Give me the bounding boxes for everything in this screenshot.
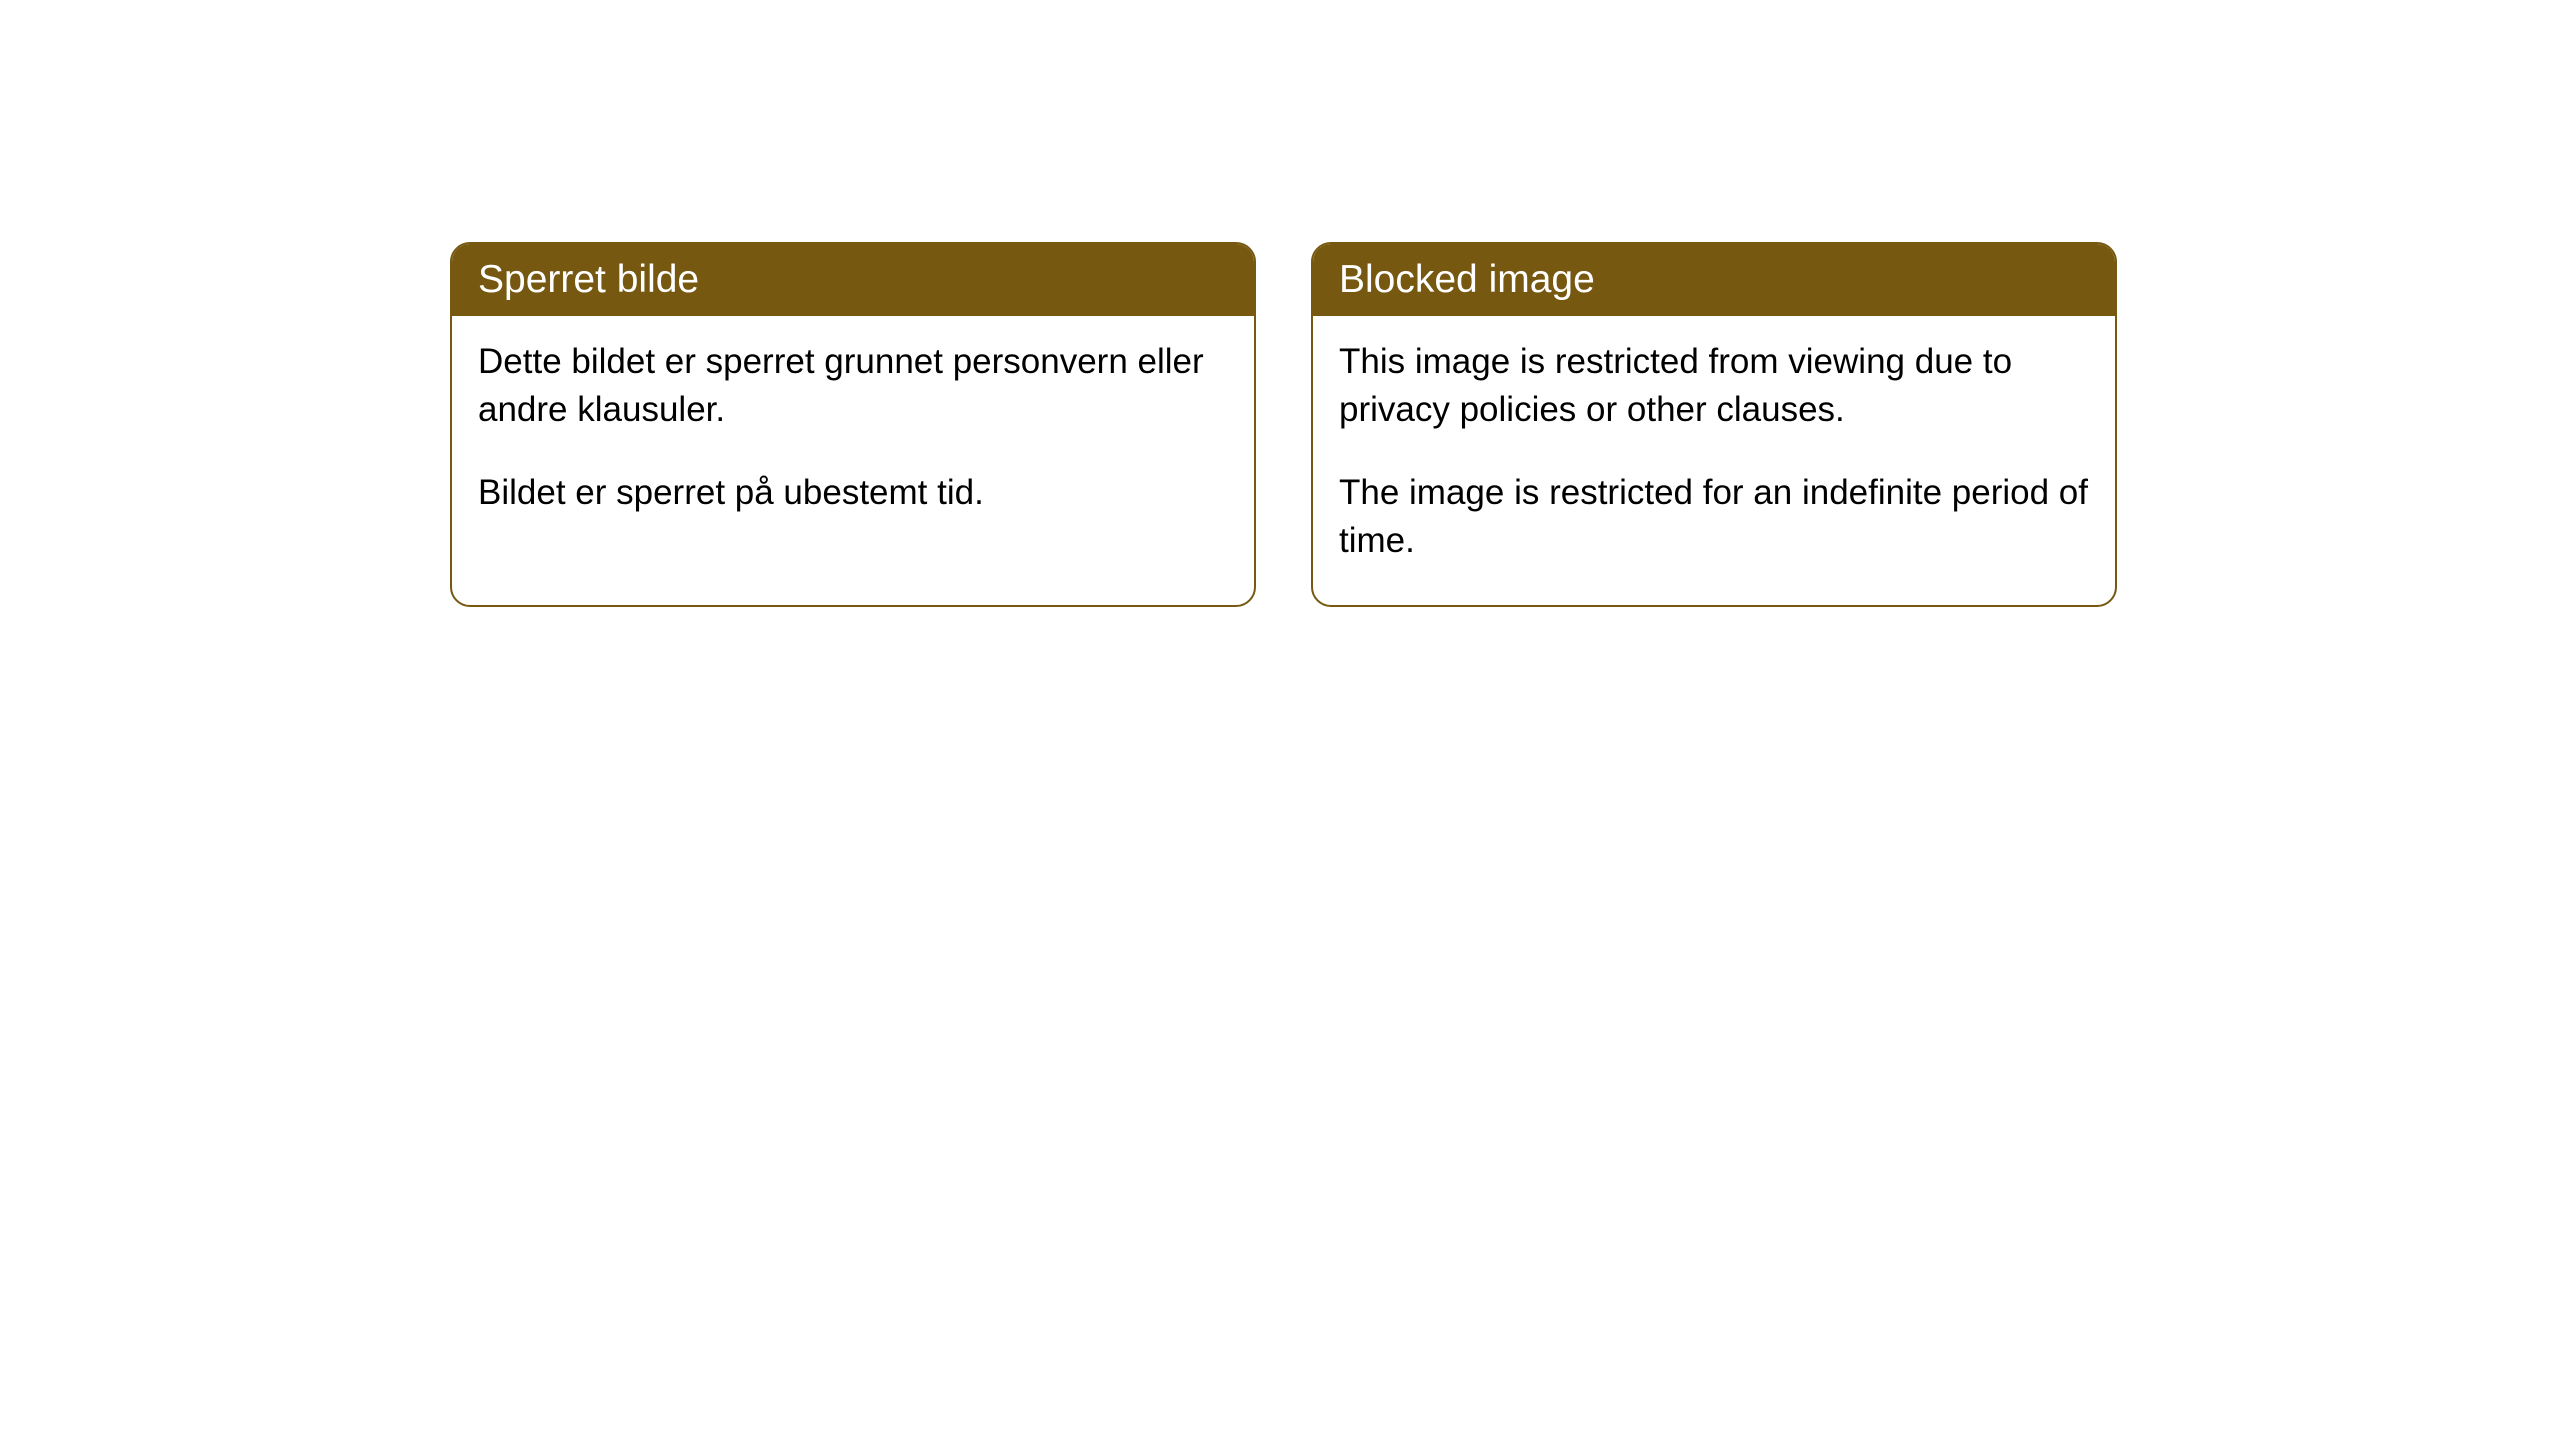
card-body: Dette bildet er sperret grunnet personve… <box>452 316 1254 557</box>
card-title: Blocked image <box>1313 244 2115 316</box>
card-paragraph: Dette bildet er sperret grunnet personve… <box>478 338 1228 435</box>
card-paragraph: The image is restricted for an indefinit… <box>1339 469 2089 566</box>
blocked-image-card-english: Blocked image This image is restricted f… <box>1311 242 2117 607</box>
blocked-image-card-norwegian: Sperret bilde Dette bildet er sperret gr… <box>450 242 1256 607</box>
card-title: Sperret bilde <box>452 244 1254 316</box>
card-paragraph: Bildet er sperret på ubestemt tid. <box>478 469 1228 517</box>
message-cards-container: Sperret bilde Dette bildet er sperret gr… <box>450 242 2117 607</box>
card-paragraph: This image is restricted from viewing du… <box>1339 338 2089 435</box>
card-body: This image is restricted from viewing du… <box>1313 316 2115 605</box>
